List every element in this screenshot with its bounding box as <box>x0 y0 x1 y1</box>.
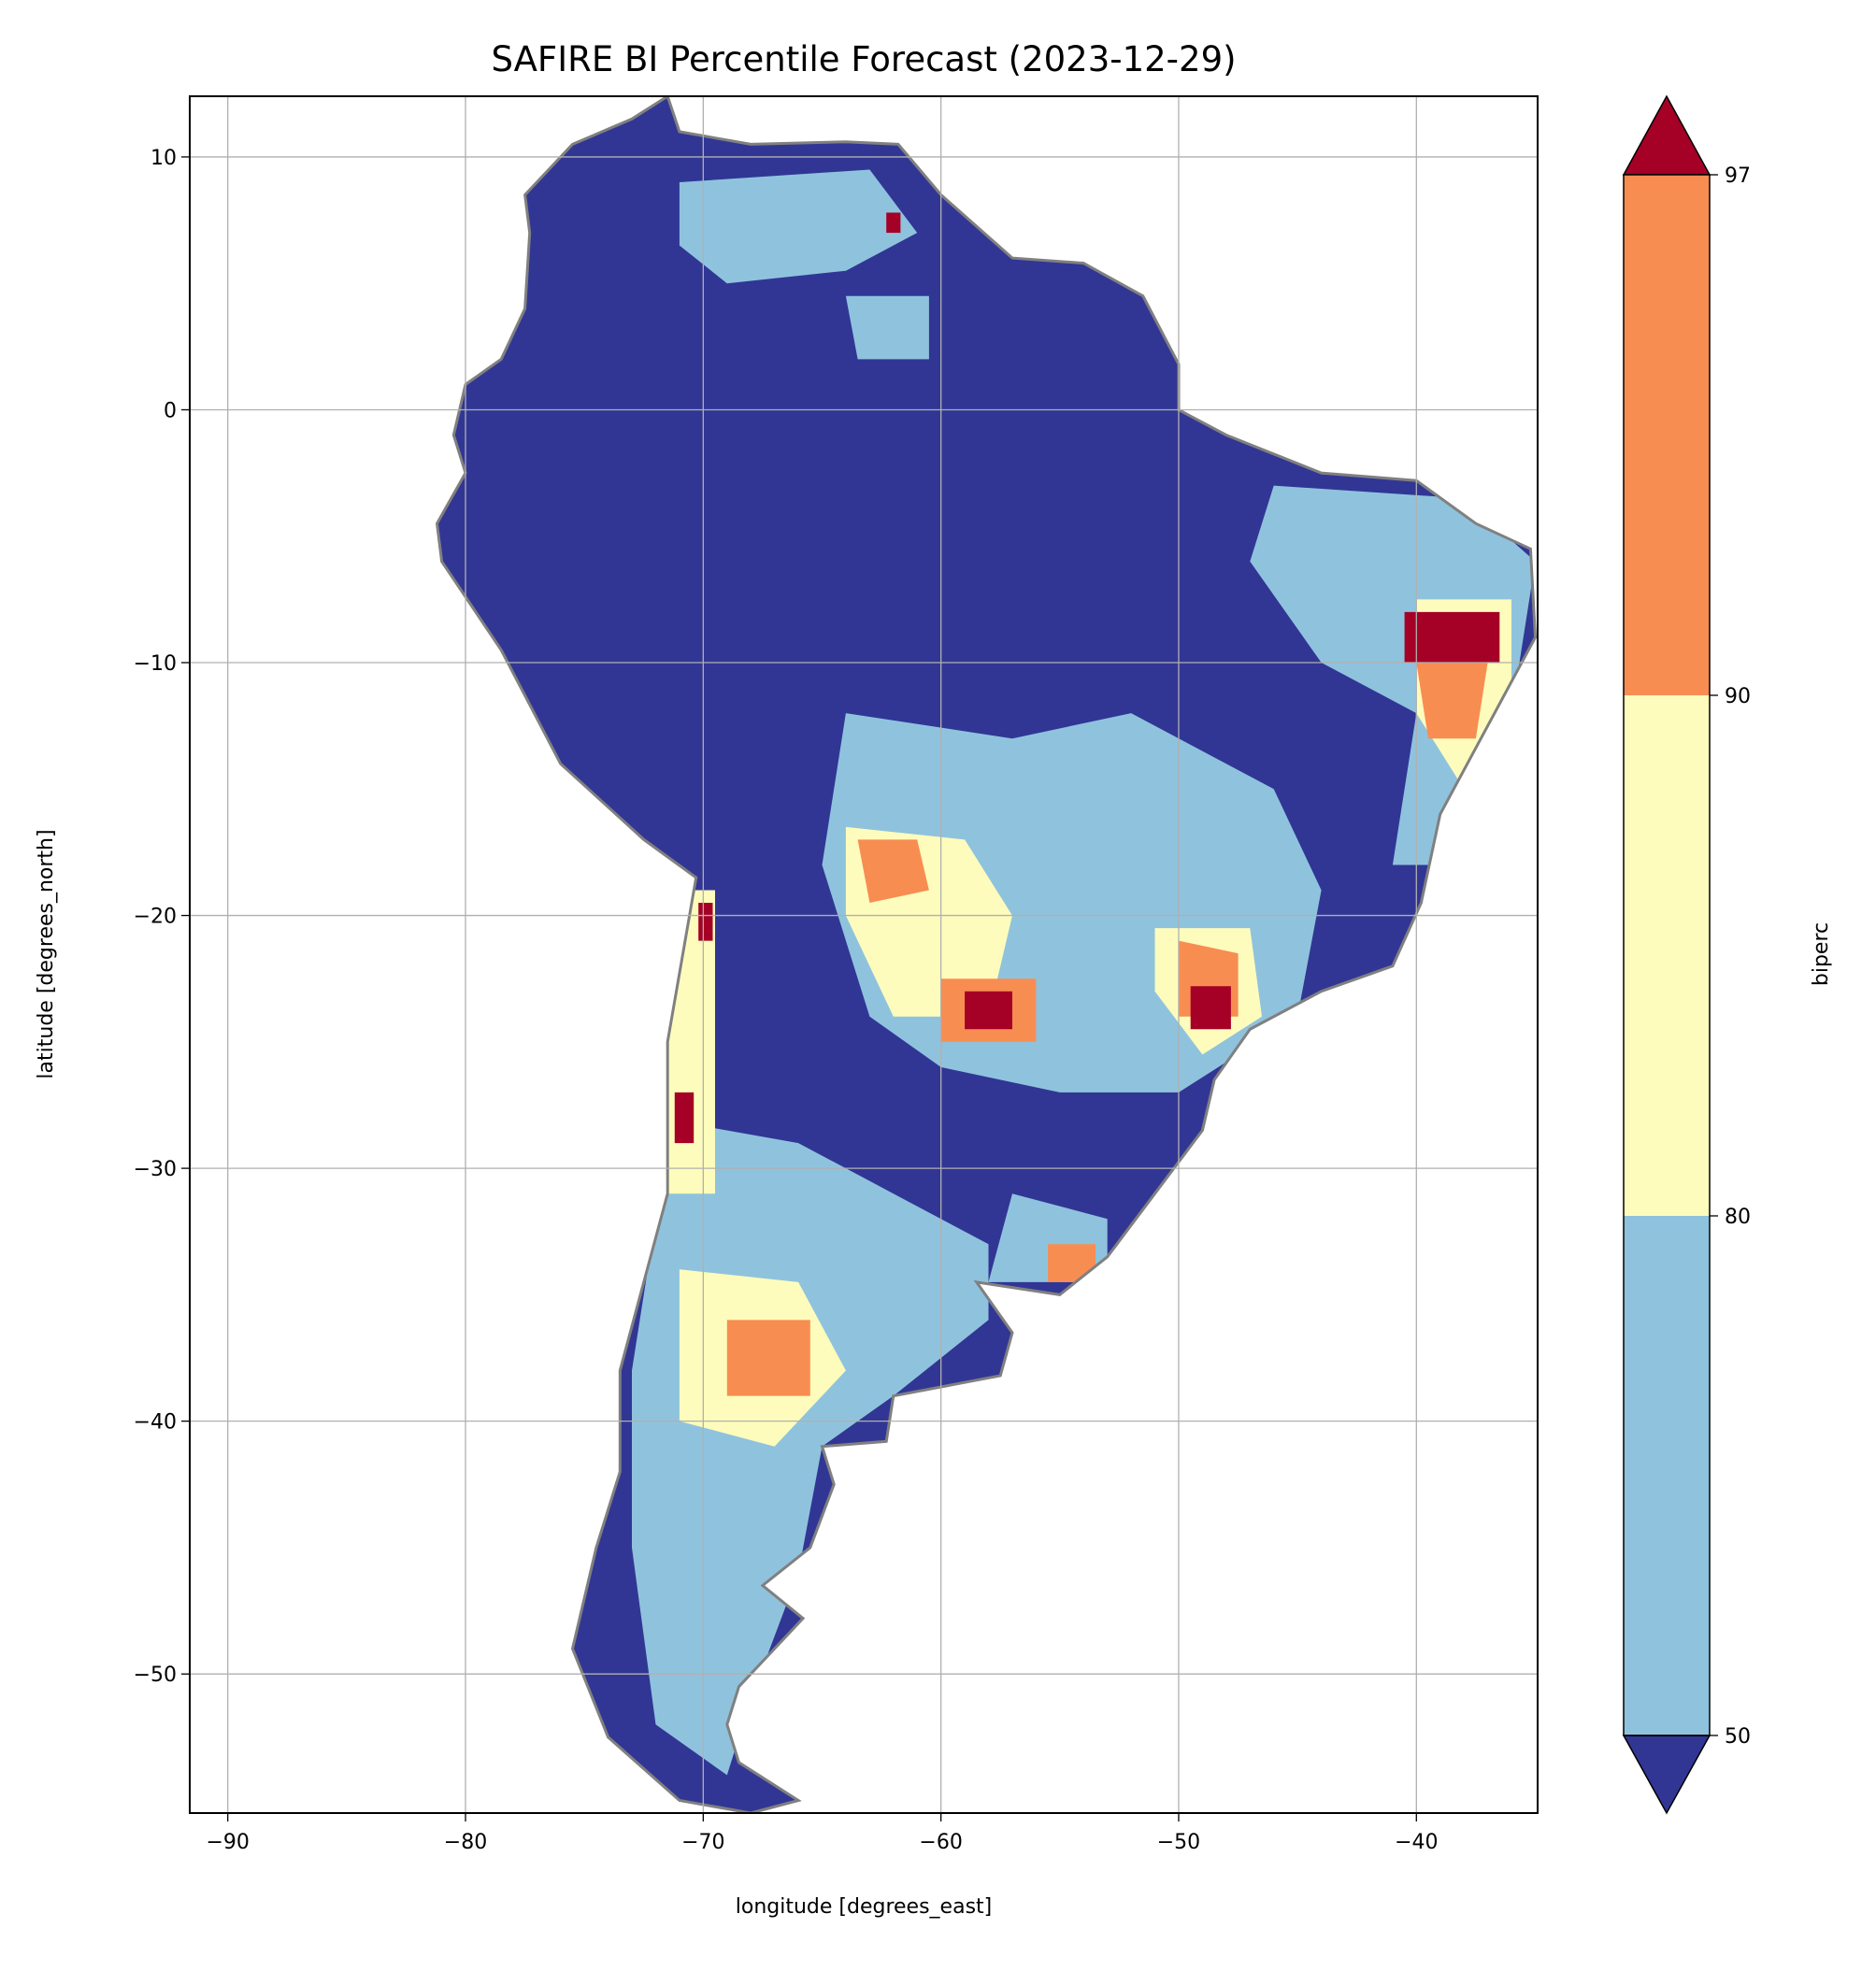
percentile-regions <box>632 169 1536 1776</box>
y-tick-label: −40 <box>134 1411 177 1435</box>
region-bin-4 <box>1190 986 1231 1030</box>
colorbar-bin-80-90 <box>1624 695 1710 1216</box>
map-layer <box>435 96 1538 1813</box>
region-bin-4 <box>1404 611 1500 663</box>
y-tick-label: 10 <box>150 147 177 170</box>
region-bin-4 <box>698 903 713 941</box>
colorbar-tick-label: 80 <box>1725 1206 1751 1229</box>
x-tick-label: −80 <box>444 1831 487 1854</box>
coastline <box>435 96 1538 1813</box>
region-bin-3 <box>1416 663 1488 739</box>
colorbar-bin-90-97 <box>1624 175 1710 695</box>
region-bin-3 <box>857 839 929 903</box>
chart-title: SAFIRE BI Percentile Forecast (2023-12-2… <box>491 39 1236 79</box>
x-axis: −90 −80 −70 −60 −50 −40 <box>206 1813 1439 1854</box>
gridlines <box>190 96 1538 1813</box>
y-axis: 10 0 −10 −20 −30 −40 −50 <box>134 147 190 1687</box>
y-tick-label: −30 <box>134 1158 177 1181</box>
x-tick-label: −50 <box>1157 1831 1200 1854</box>
x-tick-label: −90 <box>206 1831 249 1854</box>
region-bin-3 <box>726 1320 810 1396</box>
x-tick-label: −40 <box>1395 1831 1438 1854</box>
colorbar-tick-label: 50 <box>1725 1725 1751 1749</box>
region-bin-4 <box>674 1092 695 1144</box>
y-tick-label: 0 <box>164 399 177 422</box>
colorbar-extend-max <box>1622 94 1711 176</box>
colorbar-frame <box>1623 174 1711 1736</box>
region-bin-1 <box>679 169 918 284</box>
region-bin-1 <box>845 295 929 360</box>
y-tick-label: −20 <box>134 906 177 929</box>
x-axis-label: longitude [degrees_east] <box>736 1895 992 1919</box>
colorbar: 50 80 90 97 <box>1622 94 1751 1815</box>
colorbar-tick-label: 90 <box>1725 685 1751 708</box>
region-bin-4 <box>965 991 1012 1030</box>
colorbar-bin-50-80 <box>1624 1216 1710 1735</box>
y-tick-label: −50 <box>134 1664 177 1687</box>
x-tick-label: −60 <box>919 1831 962 1854</box>
colorbar-extend-min <box>1622 1735 1711 1815</box>
axes-frame <box>189 95 1539 1814</box>
y-tick-label: −10 <box>134 652 177 676</box>
y-axis-label: latitude [degrees_north] <box>35 829 58 1078</box>
x-tick-label: −70 <box>681 1831 724 1854</box>
region-bin-3 <box>1048 1244 1096 1282</box>
colorbar-tick-label: 97 <box>1725 164 1751 188</box>
colorbar-label: biperc <box>1810 922 1833 986</box>
region-bin-4 <box>886 212 901 234</box>
region-bin-1 <box>632 1118 989 1776</box>
